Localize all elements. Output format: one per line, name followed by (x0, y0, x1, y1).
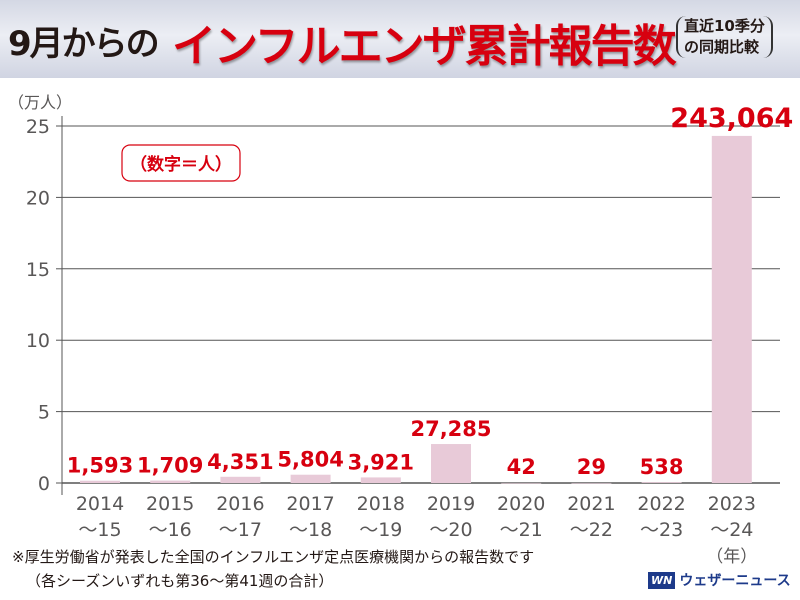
x-tick-label: 2017 (286, 493, 334, 515)
x-tick-label: ～17 (219, 519, 262, 541)
data-label: 42 (507, 455, 536, 479)
footnote-2: （各シーズンいずれも第36～第41週の合計） (26, 572, 334, 590)
x-tick-label: ～22 (570, 519, 613, 541)
data-label: 1,593 (67, 454, 133, 478)
bar (641, 482, 682, 483)
data-label: 4,351 (207, 450, 273, 474)
x-tick-label: ～16 (149, 519, 192, 541)
x-tick-label: ～18 (289, 519, 332, 541)
unit-note: （数字＝人） (130, 154, 232, 175)
x-tick-label: 2015 (146, 493, 194, 515)
x-tick-label: ～21 (500, 519, 543, 541)
x-tick-label: ～24 (710, 519, 753, 541)
data-label: 3,921 (348, 450, 414, 474)
x-tick-label: 2016 (216, 493, 264, 515)
y-axis-label: （万人） (8, 93, 72, 112)
bar (80, 480, 120, 483)
bar (150, 480, 191, 483)
x-tick-label: 2019 (427, 493, 475, 515)
weathernews-logo: WN ウェザーニュース (648, 570, 791, 590)
bar (290, 474, 331, 483)
x-tick-label: ～23 (640, 519, 683, 541)
data-label: 5,804 (277, 448, 343, 472)
unit-note-box (121, 144, 241, 182)
bar (220, 476, 261, 483)
x-tick-label: 2021 (567, 493, 615, 515)
data-label: 538 (640, 455, 684, 479)
y-tick-label: 0 (38, 473, 50, 495)
y-tick-label: 25 (26, 116, 50, 138)
footnote-1: ※厚生労働省が発表した全国のインフルエンザ定点医療機関からの報告数です (12, 548, 535, 566)
bar (571, 482, 612, 484)
bar (501, 482, 542, 484)
x-tick-label: 2014 (76, 493, 124, 515)
x-tick-label: 2018 (357, 493, 405, 515)
x-axis-label: （年） (706, 547, 757, 567)
y-tick-label: 20 (26, 187, 50, 209)
bar (431, 444, 471, 483)
y-tick-label: 10 (26, 330, 50, 352)
data-label: 1,709 (137, 454, 203, 478)
subtitle-line1: 直近10季分 (684, 17, 765, 35)
x-tick-label: ～20 (429, 519, 472, 541)
logo-mark: WN (648, 571, 676, 589)
header-banner: 9月からの インフルエンザ累計報告数 直近10季分 の同期比較 (0, 0, 800, 78)
data-label: 27,285 (410, 417, 491, 441)
y-tick-label: 15 (26, 259, 50, 281)
bar (360, 477, 401, 483)
logo-text: ウェザーニュース (679, 573, 791, 589)
title-main: インフルエンザ累計報告数 (172, 21, 677, 72)
bar (711, 135, 752, 483)
x-tick-label: ～19 (359, 519, 402, 541)
data-label: 29 (577, 455, 606, 479)
x-tick-label: 2020 (497, 493, 545, 515)
x-tick-label: 2022 (637, 493, 685, 515)
x-tick-label: ～15 (78, 519, 121, 541)
title-prefix: 9月からの (8, 24, 160, 64)
x-tick-label: 2023 (708, 493, 756, 515)
title-subtitle: 直近10季分 の同期比較 (676, 16, 773, 58)
y-tick-label: 5 (38, 402, 50, 424)
subtitle-line2: の同期比較 (684, 38, 760, 56)
data-label: 243,064 (670, 103, 793, 134)
